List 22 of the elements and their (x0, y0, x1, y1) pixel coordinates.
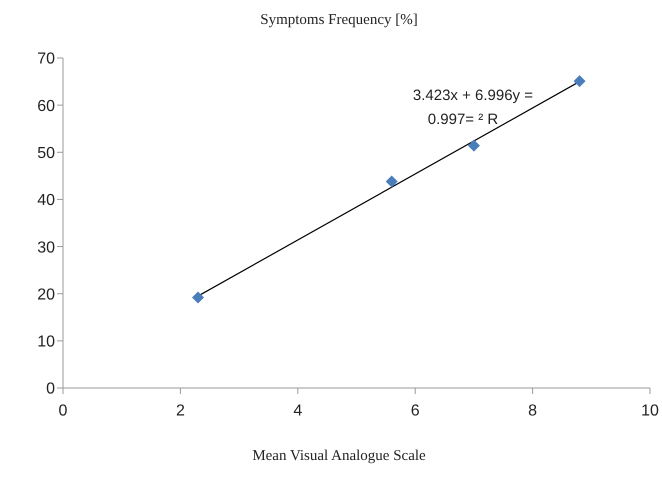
y-tick-label: 30 (37, 239, 56, 256)
y-tick-label: 70 (37, 50, 56, 68)
y-tick-label: 10 (37, 334, 56, 351)
y-axis-title: Symptoms Frequency [%] (259, 12, 419, 29)
y-tick-label: 20 (37, 286, 56, 304)
point (192, 291, 204, 304)
x-tick-label: 0 (58, 402, 68, 420)
y-tick-label: 40 (37, 192, 56, 210)
point (468, 140, 480, 152)
y-tick-label: 50 (37, 144, 56, 162)
x-tick-label: 10 (641, 402, 659, 420)
y-tick-label: 60 (37, 98, 56, 115)
x-tick-label: 6 (410, 402, 420, 420)
x-tick-label: 8 (528, 402, 538, 420)
annotation: 3.423x + 6.996y = (412, 86, 533, 106)
y-tick-label: 0 (46, 380, 56, 398)
x-tick-label: 4 (293, 402, 302, 420)
x-axis-title: Mean Visual Analogue Scale (251, 448, 427, 465)
point (386, 176, 398, 188)
annotation: 0.997= ² R (426, 110, 500, 130)
x-tick-label: 2 (176, 402, 185, 420)
point (574, 75, 586, 88)
